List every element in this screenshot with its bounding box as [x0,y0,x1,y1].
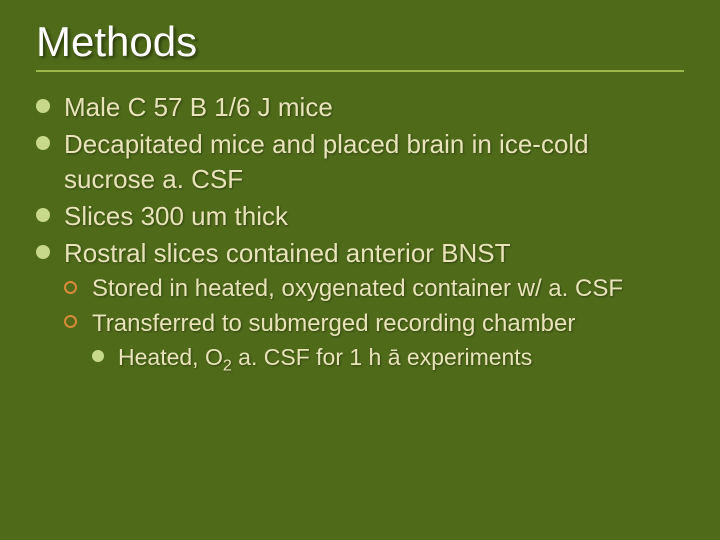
disc-bullet-icon [36,208,50,222]
list-item-text: Heated, O2 a. CSF for 1 h ā experiments [118,344,532,370]
list-item: Slices 300 um thick [36,199,684,234]
disc-bullet-icon [36,99,50,113]
list-item-text: Slices 300 um thick [64,201,288,231]
list-item-text: Decapitated mice and placed brain in ice… [64,129,589,194]
list-item-text: Male C 57 B 1/6 J mice [64,92,333,122]
disc-bullet-icon [36,245,50,259]
circle-bullet-icon [64,315,77,328]
subscript: 2 [223,357,232,375]
circle-bullet-icon [64,281,77,294]
list-item: Transferred to submerged recording chamb… [64,308,684,340]
slide-title: Methods [36,18,684,66]
list-item-text: Rostral slices contained anterior BNST [64,238,511,268]
list-item: Stored in heated, oxygenated container w… [64,273,684,305]
text-fragment: Heated, O [118,344,223,370]
disc-bullet-icon [92,350,104,362]
list-item: Decapitated mice and placed brain in ice… [36,127,684,197]
slide-content: Male C 57 B 1/6 J mice Decapitated mice … [36,90,684,378]
slide: Methods Male C 57 B 1/6 J mice Decapitat… [0,0,720,540]
title-divider [36,70,684,72]
list-item-text: Stored in heated, oxygenated container w… [92,275,623,302]
disc-bullet-icon [36,136,50,150]
list-item: Heated, O2 a. CSF for 1 h ā experiments [92,342,684,377]
list-item: Male C 57 B 1/6 J mice [36,90,684,125]
list-item-text: Transferred to submerged recording chamb… [92,310,575,337]
text-fragment: a. CSF for 1 h ā experiments [232,344,532,370]
list-item: Rostral slices contained anterior BNST [36,236,684,271]
